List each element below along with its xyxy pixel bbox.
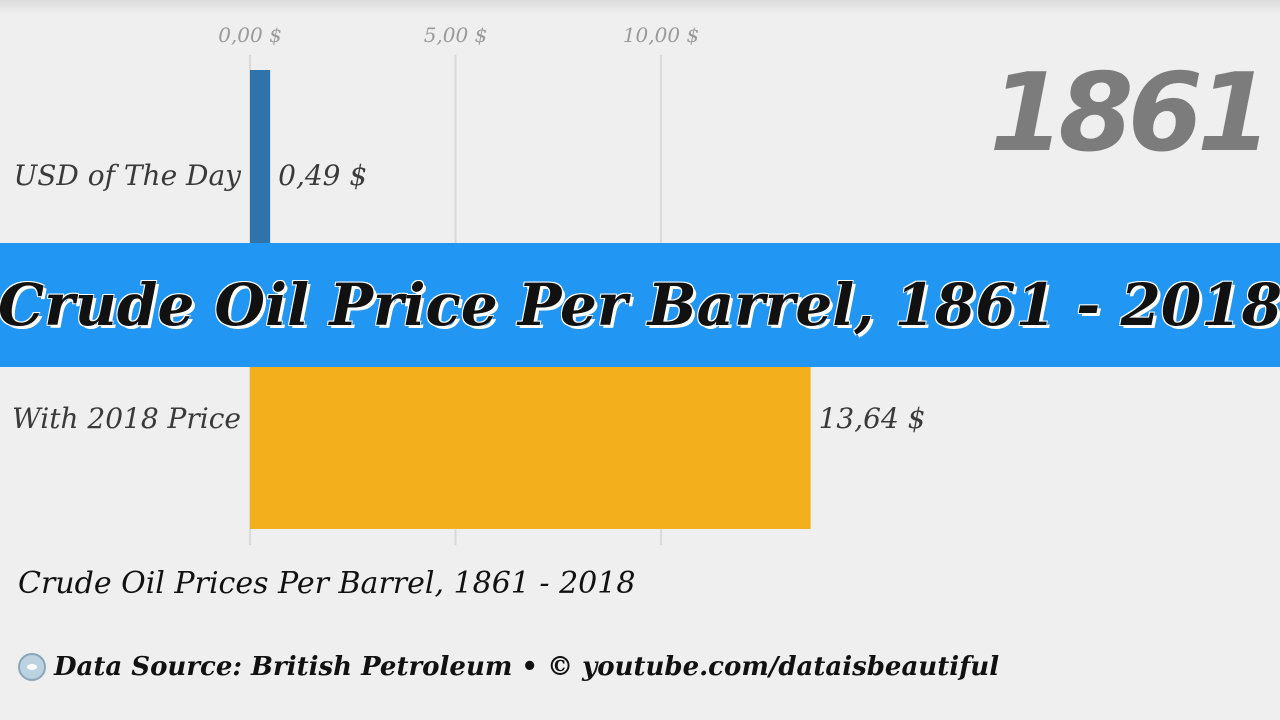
source-text: Data Source: British Petroleum • © youtu… bbox=[54, 652, 1000, 682]
title-banner: Crude Oil Price Per Barrel, 1861 - 2018 bbox=[0, 243, 1280, 367]
bar bbox=[250, 367, 811, 529]
bar bbox=[250, 70, 271, 245]
reddit-alien-icon bbox=[18, 653, 46, 681]
category-label: With 2018 Price bbox=[12, 402, 241, 435]
chart-caption: Crude Oil Prices Per Barrel, 1861 - 2018 bbox=[18, 566, 636, 601]
top-shadow bbox=[0, 0, 1280, 14]
data-source: Data Source: British Petroleum • © youtu… bbox=[18, 652, 999, 682]
chart-title: Crude Oil Price Per Barrel, 1861 - 2018 bbox=[0, 271, 1280, 339]
labels: USD of The Day 0,49 $ With 2018 Price 13,64… bbox=[12, 159, 926, 435]
year-label: 1861 bbox=[989, 51, 1272, 176]
x-tick-label: 10,00 $ bbox=[623, 23, 699, 47]
category-label: USD of The Day bbox=[14, 159, 243, 192]
bars bbox=[250, 70, 811, 529]
x-axis-ticks: 0,00 $ 5,00 $ 10,00 $ bbox=[218, 23, 699, 47]
value-label: 13,64 $ bbox=[819, 402, 926, 435]
x-tick-label: 5,00 $ bbox=[424, 23, 488, 47]
x-tick-label: 0,00 $ bbox=[218, 23, 282, 47]
value-label: 0,49 $ bbox=[278, 159, 367, 192]
